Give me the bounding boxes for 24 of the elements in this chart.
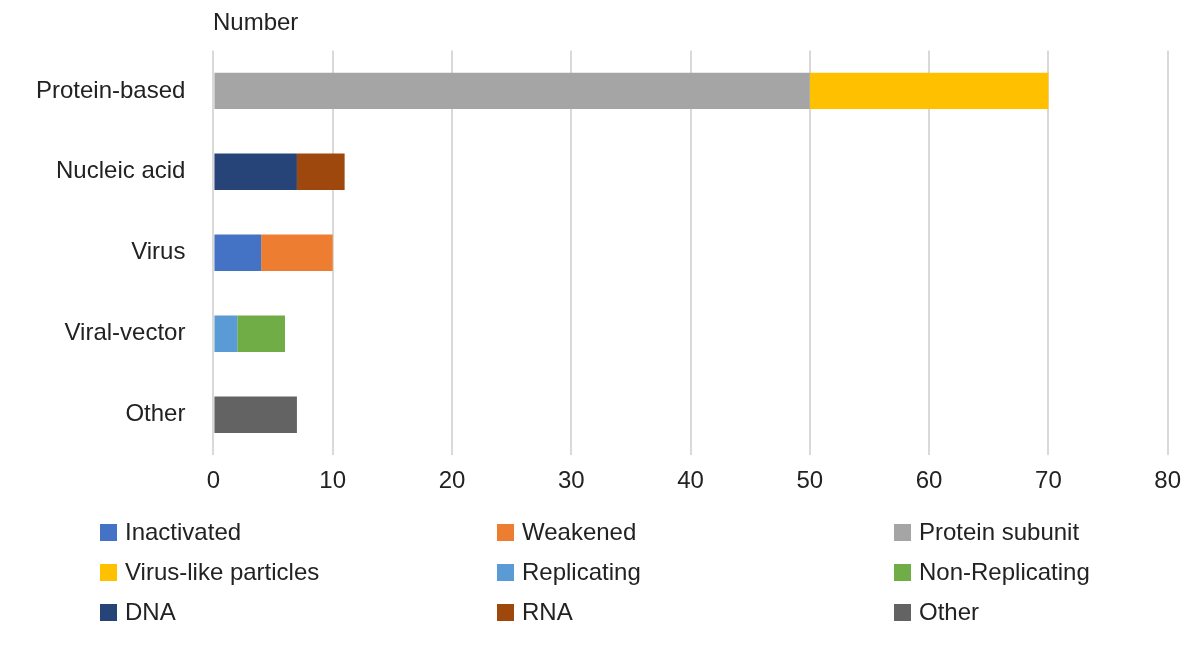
x-tick-label: 0 xyxy=(206,466,221,494)
legend-label: Inactivated xyxy=(125,518,242,546)
x-tick-label: 20 xyxy=(438,466,466,494)
y-tick-label: Protein-based xyxy=(35,75,186,103)
x-tick-label: 30 xyxy=(557,466,585,494)
x-tick-label: 60 xyxy=(915,466,943,494)
legend-label: Weakened xyxy=(522,518,637,546)
x-tick-label: 70 xyxy=(1035,466,1062,494)
x-tick-label: 80 xyxy=(1154,466,1181,494)
x-tick-label: 50 xyxy=(796,466,824,494)
legend-label: RNA xyxy=(522,598,573,626)
x-tick-label: 10 xyxy=(319,466,347,494)
x-tick-label: 40 xyxy=(677,466,704,494)
legend-label: Non-Replicating xyxy=(919,558,1090,586)
legend-label: DNA xyxy=(125,598,176,626)
x-axis-title: Number xyxy=(213,8,299,36)
y-tick-label: Nucleic acid xyxy=(56,156,186,184)
legend-label: Replicating xyxy=(522,558,641,586)
legend-label: Protein subunit xyxy=(919,518,1080,546)
y-tick-label: Virus xyxy=(131,237,186,265)
y-tick-label: Viral-vector xyxy=(64,318,186,346)
legend-label: Other xyxy=(919,598,980,626)
y-tick-label: Other xyxy=(125,399,186,427)
legend-label: Virus-like particles xyxy=(125,558,320,586)
